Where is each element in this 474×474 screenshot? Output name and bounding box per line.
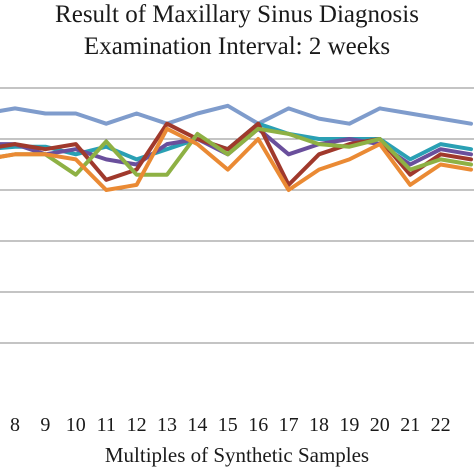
x-axis-label: Multiples of Synthetic Samples <box>104 443 370 467</box>
series-line-1 <box>0 103 473 126</box>
x-tick-label: 8 <box>10 414 20 436</box>
chart-subtitle: Examination Interval: 2 weeks <box>83 33 391 60</box>
x-tick-label: 16 <box>248 414 268 436</box>
x-tick-label: 11 <box>97 414 116 436</box>
x-tick-label: 14 <box>187 414 207 436</box>
x-axis-ticks: 8 9 10 11 12 13 14 15 16 17 18 19 20 21 22 <box>10 414 451 436</box>
x-tick-label: 18 <box>309 414 329 436</box>
x-tick-label: 9 <box>40 414 50 436</box>
x-tick-label: 13 <box>157 414 177 436</box>
x-tick-label: 19 <box>339 414 359 436</box>
x-tick-label: 21 <box>400 414 420 436</box>
gridlines <box>0 87 474 344</box>
x-tick-label: 15 <box>218 414 238 436</box>
x-tick-label: 12 <box>127 414 147 436</box>
series-line-5 <box>0 126 473 177</box>
x-tick-label: 20 <box>370 414 390 436</box>
series-lines <box>0 103 473 192</box>
chart-title: Result of Maxillary Sinus Diagnosis <box>55 1 419 28</box>
series-line-6 <box>0 126 473 192</box>
x-tick-label: 10 <box>66 414 86 436</box>
x-tick-label: 22 <box>431 414 451 436</box>
x-tick-label: 17 <box>279 414 299 436</box>
